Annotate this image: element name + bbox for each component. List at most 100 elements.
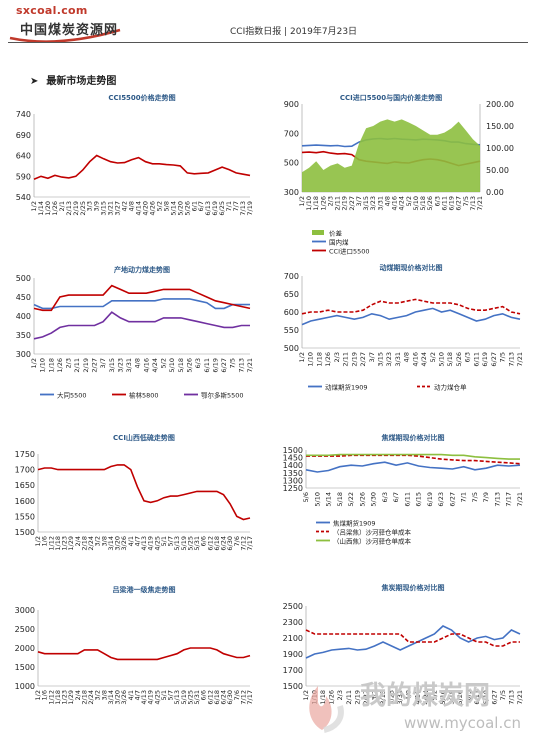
x-tick-label: 4/1 [127,536,135,546]
x-tick-label: 5/18 [448,690,456,705]
x-tick-label: 2/3 [336,690,344,700]
x-tick-label: 3/3 [86,201,94,211]
x-tick-label: 2/27 [348,196,356,211]
x-tick-label: 5/25 [186,536,194,551]
x-tick-label: 5/13 [173,536,181,551]
x-tick-label: 5/26 [456,690,464,705]
y-tick-label: 1700 [283,666,303,675]
x-tick-label: 5/26 [183,201,191,216]
y-tick-label: 3000 [15,606,35,615]
y-tick-label: 1300 [283,476,303,485]
y2-tick-label: 200.00 [486,100,514,109]
y-tick-label: 1500 [15,663,35,672]
legend-swatch [312,230,324,235]
y-tick-label: 740 [16,110,31,119]
x-tick-label: 1/2 [298,196,306,206]
x-tick-label: 1/23 [61,690,69,705]
x-tick-label: 5/2 [160,358,168,368]
y-tick-label: 1900 [283,650,303,659]
series-line-2 [305,629,520,647]
series-line-3 [306,453,520,460]
x-tick-label: 3/8 [100,536,108,546]
x-tick-label: 1/14 [37,201,45,216]
logo-swoosh-icon [9,28,121,43]
x-tick-label: 3/23 [385,352,393,367]
series-line-1 [305,461,521,473]
x-tick-label: 5/19 [180,536,188,551]
x-tick-label: 7/13 [469,196,477,211]
x-tick-label: 1/2 [302,690,310,700]
x-tick-label: 3/21 [107,201,115,216]
chevron-right-icon: ➤ [30,76,39,87]
x-tick-label: 5/13 [173,690,181,705]
x-tick-label: 3/20 [114,690,122,705]
series-line-2 [306,454,521,465]
series-area-spread [302,119,480,192]
x-tick-label: 2/18 [80,536,88,551]
x-tick-label: 7/6 [233,690,241,700]
series-line-1 [37,647,251,661]
report-title: CCI指数日报 | 2019年7月23日 [230,27,358,37]
series-line-2 [33,284,251,312]
x-tick-label: 5/19 [180,690,188,705]
y-tick-label: 450 [16,293,31,302]
x-tick-label: 5/25 [186,690,194,705]
x-tick-label: 2/4 [74,690,82,700]
legend-label: 国内煤 [329,238,349,247]
x-tick-label: 2/27 [362,690,370,705]
x-tick-label: 6/3 [194,358,202,368]
x-tick-label: 4/16 [411,352,419,367]
x-tick-label: 3/7 [99,358,107,368]
x-tick-label: 4/16 [391,196,399,211]
y-tick-label: 650 [284,290,299,299]
x-tick-label: 1/10 [307,352,315,367]
y-tick-label: 500 [284,344,299,353]
x-tick-label: 6/30 [226,690,234,705]
series-line-1 [305,625,521,659]
x-tick-label: 5/2 [155,201,163,211]
x-tick-label: 1/23 [61,536,69,551]
x-tick-label: 1/18 [47,358,55,373]
x-tick-label: 4/16 [413,690,421,705]
series-line-1 [301,307,521,326]
x-tick-label: 4/24 [420,352,428,367]
chart-coke-futures: 焦炭期现价格对比图1500170019002100230025001/21/10… [283,583,524,705]
chart-title: CCI5500价格走势图 [108,93,175,102]
x-tick-label: 4/24 [398,196,406,211]
legend-label: （吕梁焦）沙河驿仓单成本 [333,528,412,537]
x-tick-label: 5/26 [455,352,463,367]
x-tick-label: 5/26 [186,358,194,373]
x-tick-label: 1/18 [312,196,320,211]
x-tick-label: 3/31 [394,352,402,367]
y-tick-label: 700 [284,129,299,138]
chart-title: 焦炭期现价格对比图 [381,583,445,592]
watermark-text: 我的煤炭网 [360,680,490,711]
x-tick-label: 3/31 [125,358,133,373]
x-tick-label: 1/2 [34,690,42,700]
x-tick-label: 6/7 [392,492,400,502]
x-tick-label: 5/18 [419,196,427,211]
x-tick-label: 7/5 [229,358,237,368]
x-tick-label: 7/5 [499,352,507,362]
x-tick-label: 4/14 [135,201,143,216]
y-tick-label: 1000 [15,682,35,691]
x-tick-label: 5/18 [177,358,185,373]
flame-logo-icon [309,686,344,733]
y-tick-label: 300 [16,350,31,359]
x-tick-label: 6/11 [472,352,480,367]
x-tick-label: 5/26 [358,492,366,507]
legend-label: 动煤期货1909 [325,383,368,392]
y-tick-label: 1250 [283,484,303,493]
y-tick-label: 1700 [15,466,35,475]
chart-title: 产地动力煤走势图 [114,265,170,274]
y-tick-label: 1400 [283,461,303,470]
x-tick-label: 4/25 [153,690,161,705]
x-tick-label: 6/12 [206,536,214,551]
x-tick-label: 6/27 [448,492,456,507]
chart-title: 动煤期现价格对比图 [380,263,443,272]
x-tick-label: 5/10 [412,196,420,211]
chart-shanxi-lowsulfur: CCI山西低硫走势图 1500 1550 1600 1650 1700 1750 1/21/6… [15,433,254,551]
x-tick-label: 6/15 [415,492,423,507]
